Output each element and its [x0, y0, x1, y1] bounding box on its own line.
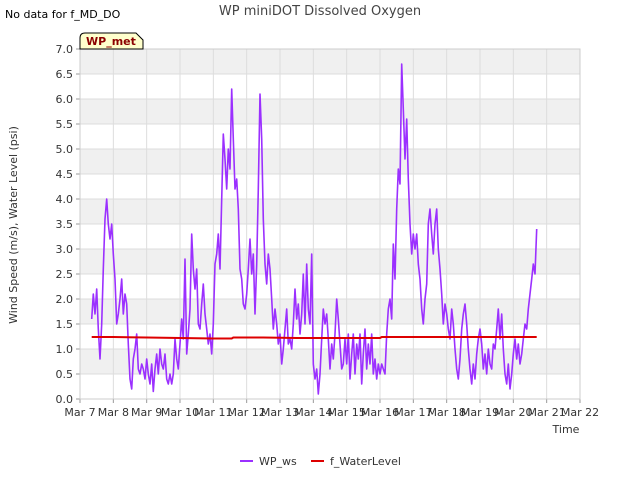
x-tick-label: Mar 16 — [361, 406, 399, 419]
x-tick-label: Mar 8 — [98, 406, 129, 419]
x-tick-label: Mar 12 — [228, 406, 266, 419]
y-tick-label: 4.0 — [56, 193, 74, 206]
plot-frame — [79, 48, 581, 400]
y-tick-label: 1.0 — [56, 343, 74, 356]
y-tick-label: 0.0 — [56, 393, 74, 406]
legend: WP_ws f_WaterLevel — [240, 455, 401, 468]
series-line-wp-ws — [90, 63, 538, 395]
x-tick-label: Mar 18 — [428, 406, 466, 419]
plot-area: 0.0 0.5 1.0 1.5 2.0 2.5 3.0 3.5 4.0 4.5 5.0 5.5 6.0 6… — [56, 43, 600, 419]
y-axis-label: Wind Speed (m/s), Water Level (psi) — [7, 126, 20, 324]
y-tick-label: 5.5 — [56, 118, 74, 131]
y-tick-label: 3.0 — [56, 243, 74, 256]
y-tick-label: 3.5 — [56, 218, 74, 231]
legend-label-wp-ws: WP_ws — [259, 455, 297, 468]
x-tick-label: Mar 10 — [161, 406, 199, 419]
x-tick-label: Mar 9 — [131, 406, 162, 419]
y-tick-label: 7.0 — [56, 43, 74, 56]
series-line-f-waterlevel — [91, 336, 537, 340]
y-tick-label: 2.0 — [56, 293, 74, 306]
x-tick-label: Mar 20 — [494, 406, 532, 419]
x-tick-label: Mar 22 — [561, 406, 599, 419]
grid-band — [80, 99, 580, 124]
no-data-note: No data for f_MD_DO — [5, 8, 121, 21]
x-tick-label: Mar 14 — [294, 406, 332, 419]
x-tick-label: Mar 19 — [461, 406, 499, 419]
x-tick-label: Mar 13 — [261, 406, 299, 419]
y-tick-label: 1.5 — [56, 318, 74, 331]
y-tick-label: 2.5 — [56, 268, 74, 281]
site-tag-box — [79, 32, 144, 50]
grid-band — [80, 49, 580, 74]
x-tick-label: Mar 7 — [64, 406, 95, 419]
site-tag: WP_met — [79, 32, 144, 50]
y-tick-label: 0.5 — [56, 368, 74, 381]
y-tick-label: 4.5 — [56, 168, 74, 181]
legend-label-f-waterlevel: f_WaterLevel — [330, 455, 401, 468]
x-tick-label: Mar 11 — [194, 406, 232, 419]
grid-band — [80, 249, 580, 274]
chart-title: WP miniDOT Dissolved Oxygen — [219, 4, 421, 19]
x-tick-label: Mar 17 — [394, 406, 432, 419]
y-tick-label: 6.0 — [56, 93, 74, 106]
x-axis-label: Time — [552, 423, 580, 436]
y-tick-label: 6.5 — [56, 68, 74, 81]
grid-band — [80, 299, 580, 324]
grid-band — [80, 149, 580, 174]
x-tick-label: Mar 15 — [328, 406, 366, 419]
site-tag-label: WP_met — [86, 35, 136, 48]
y-tick-label: 5.0 — [56, 143, 74, 156]
x-tick-label: Mar 21 — [528, 406, 566, 419]
grid-band — [80, 199, 580, 224]
